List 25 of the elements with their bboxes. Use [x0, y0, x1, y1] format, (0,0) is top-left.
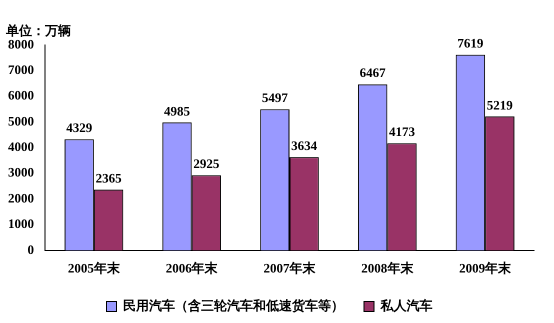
y-tick-label: 4000 [8, 139, 34, 154]
data-label: 3634 [291, 138, 318, 153]
y-tick-label: 0 [28, 242, 34, 257]
data-label: 4173 [388, 124, 416, 140]
y-tick-label: 6000 [8, 88, 34, 103]
y-tick-label: 1000 [8, 216, 34, 232]
y-tick-label: 7000 [8, 62, 34, 78]
data-label: 4985 [164, 103, 191, 118]
data-label: 6467 [360, 65, 386, 80]
legend-label: 民用汽车（含三轮汽车和低速货车等） [123, 298, 344, 314]
data-label: 2925 [193, 156, 220, 172]
y-tick-label: 5000 [8, 113, 34, 128]
data-label: 2365 [96, 170, 122, 186]
data-label: 4329 [66, 120, 93, 136]
y-tick-label: 3000 [8, 164, 34, 180]
x-tick-label: 2005年末 [68, 260, 121, 276]
x-tick-label: 2009年末 [459, 260, 512, 276]
data-label: 7619 [457, 36, 484, 51]
x-tick-label: 2008年末 [361, 260, 414, 276]
x-tick-label: 2007年末 [264, 260, 316, 276]
y-tick-label: 2000 [8, 190, 34, 206]
data-label: 5497 [262, 90, 288, 106]
data-label: 5219 [486, 97, 514, 112]
x-tick-label: 2006年末 [166, 260, 219, 276]
legend-label: 私人汽车 [380, 298, 432, 314]
